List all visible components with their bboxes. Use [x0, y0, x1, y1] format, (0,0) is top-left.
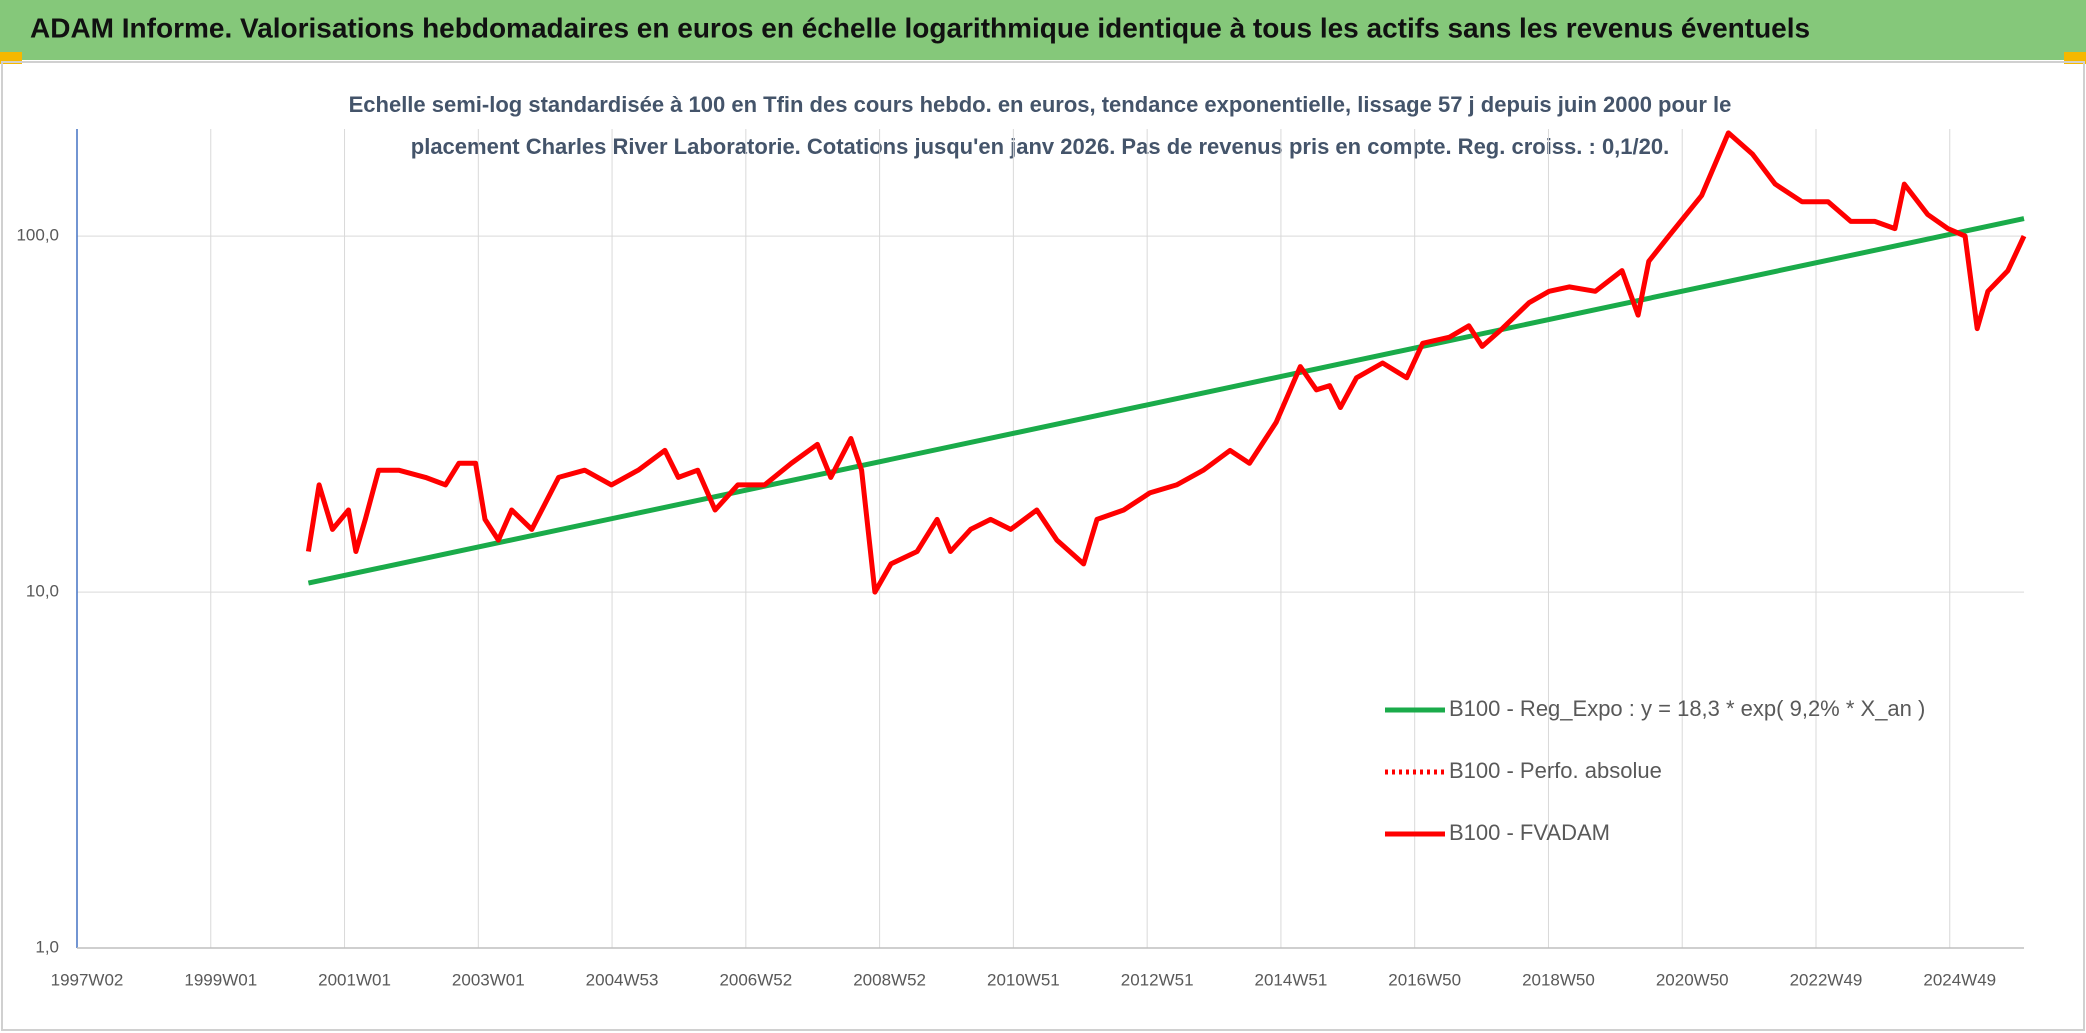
frame — [1, 61, 2085, 1031]
legend-label: B100 - Reg_Expo : y = 18,3 * exp( 9,2% *… — [1449, 696, 1925, 721]
x-tick-label: 2014W51 — [1255, 970, 1328, 989]
title-banner — [0, 0, 2086, 60]
x-tick-label: 2022W49 — [1790, 970, 1863, 989]
x-tick-label: 2008W52 — [853, 970, 926, 989]
y-tick-label: 1,0 — [35, 937, 59, 956]
x-tick-label: 2012W51 — [1121, 970, 1194, 989]
x-tick-label: 2024W49 — [1923, 970, 1996, 989]
subtitle: placement Charles River Laboratorie. Cot… — [411, 134, 1669, 159]
subtitle: Echelle semi-log standardisée à 100 en T… — [349, 92, 1732, 117]
x-tick-label: 2016W50 — [1388, 970, 1461, 989]
x-tick-label: 1997W02 — [51, 970, 124, 989]
line — [305, 130, 2027, 595]
legend-label: B100 - FVADAM — [1449, 820, 1610, 845]
x-tick-label: 2020W50 — [1656, 970, 1729, 989]
x-tick-label: 2001W01 — [318, 970, 391, 989]
y-tick-label: 100,0 — [16, 226, 59, 245]
x-tick-label: 2010W51 — [987, 970, 1060, 989]
x-tick-label: 1999W01 — [184, 970, 257, 989]
y-tick-label: 10,0 — [26, 582, 59, 601]
x-tick-label: 2003W01 — [452, 970, 525, 989]
x-tick-label: 2018W50 — [1522, 970, 1595, 989]
x-tick-label: 2004W53 — [586, 970, 659, 989]
legend-label: B100 - Perfo. absolue — [1449, 758, 1662, 783]
x-tick-label: 2006W52 — [719, 970, 792, 989]
line — [307, 216, 2025, 586]
chart-title: ADAM Informe. Valorisations hebdomadaire… — [30, 12, 1810, 43]
